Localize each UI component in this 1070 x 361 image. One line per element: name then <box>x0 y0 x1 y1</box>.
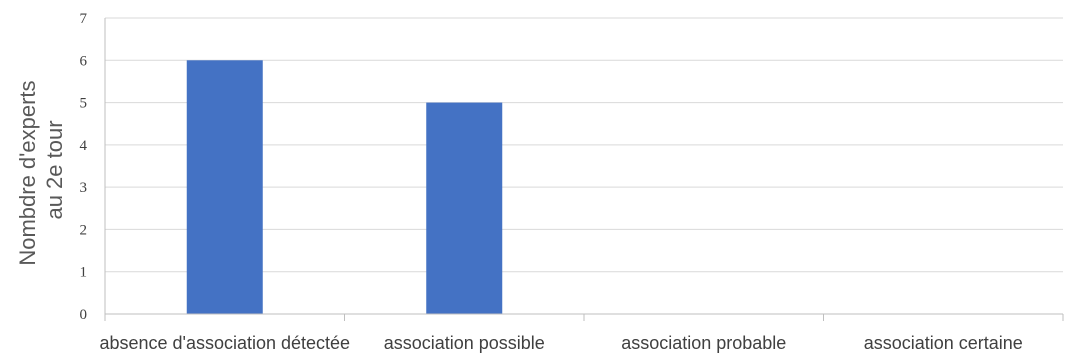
gridlines <box>105 17 1063 273</box>
y-tick-label: 5 <box>80 96 88 112</box>
y-axis-title-line-1: Nombdre d'experts <box>15 80 40 265</box>
x-tick-label: absence d'association détectée <box>99 333 350 353</box>
y-tick-label: 4 <box>80 138 88 154</box>
bars <box>186 60 503 315</box>
axes <box>104 18 1064 321</box>
y-tick-label: 7 <box>80 11 88 27</box>
x-tick-label: association probable <box>621 333 786 353</box>
x-tick-label: association certaine <box>864 333 1023 353</box>
bar <box>186 60 263 315</box>
y-tick-labels: 0 1 2 3 4 5 6 7 <box>80 11 88 323</box>
y-tick-label: 6 <box>80 53 88 69</box>
y-tick-label: 2 <box>80 222 88 238</box>
y-tick-label: 3 <box>80 180 88 196</box>
x-tick-labels: absence d'association détectée associatio… <box>99 333 1022 353</box>
bar <box>426 102 503 314</box>
y-tick-label: 1 <box>80 265 88 281</box>
x-tick-label: association possible <box>384 333 545 353</box>
y-tick-label: 0 <box>80 307 88 323</box>
y-axis-title: Nombdre d'experts au 2e tour <box>15 74 67 265</box>
y-axis-title-line-2: au 2e tour <box>42 120 67 219</box>
